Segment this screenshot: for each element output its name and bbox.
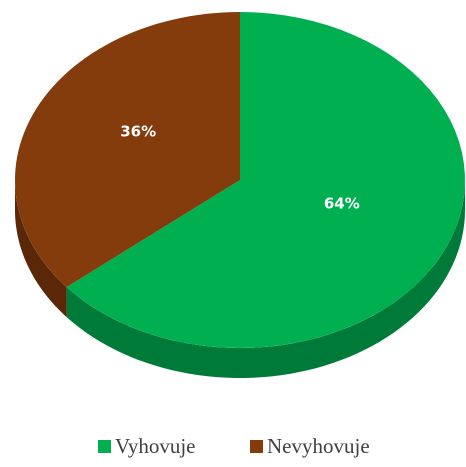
slice: [66, 12, 465, 348]
data-label: 36%: [120, 123, 156, 141]
legend-label: Vyhovuje: [115, 434, 196, 458]
slice: [15, 12, 241, 288]
data-label: 64%: [324, 194, 360, 212]
slice-side: [15, 180, 67, 318]
slice-side: [66, 180, 465, 378]
legend-swatch: [98, 440, 111, 453]
legend-swatch: [250, 440, 263, 453]
legend-label: Nevyhovuje: [267, 434, 370, 458]
